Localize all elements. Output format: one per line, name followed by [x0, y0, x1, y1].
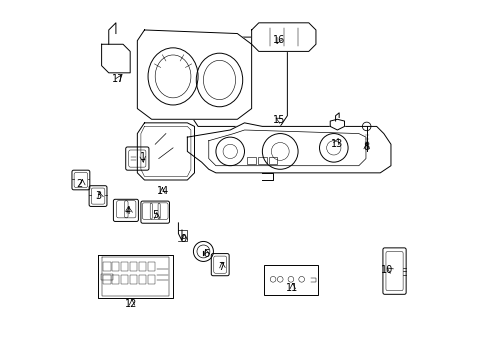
- Text: 17: 17: [112, 74, 124, 84]
- Text: 2: 2: [76, 179, 82, 189]
- Bar: [148, 262, 155, 271]
- Bar: [121, 275, 128, 284]
- Bar: [139, 275, 146, 284]
- Text: 7: 7: [218, 262, 224, 272]
- Polygon shape: [329, 119, 344, 130]
- Text: 4: 4: [124, 206, 130, 216]
- Text: 12: 12: [124, 299, 137, 309]
- Text: 10: 10: [380, 265, 392, 275]
- Polygon shape: [190, 37, 287, 126]
- Polygon shape: [98, 255, 173, 298]
- Text: 14: 14: [157, 186, 169, 197]
- Bar: [101, 274, 113, 280]
- Text: 13: 13: [330, 139, 342, 149]
- Bar: [247, 157, 255, 164]
- Bar: [112, 262, 119, 271]
- Bar: [112, 275, 119, 284]
- Polygon shape: [102, 44, 130, 73]
- Bar: [139, 262, 146, 271]
- Text: 9: 9: [181, 234, 186, 244]
- Text: 3: 3: [96, 191, 102, 201]
- Text: 15: 15: [272, 115, 285, 125]
- Text: 5: 5: [152, 210, 158, 220]
- Bar: [130, 262, 137, 271]
- Bar: [121, 262, 128, 271]
- Text: 16: 16: [272, 35, 285, 45]
- Polygon shape: [137, 30, 251, 119]
- Bar: [103, 275, 110, 284]
- Bar: [268, 157, 277, 164]
- Bar: [258, 157, 266, 164]
- Bar: [130, 275, 137, 284]
- Text: 8: 8: [362, 142, 368, 152]
- Bar: [103, 262, 110, 271]
- Text: 1: 1: [140, 152, 145, 162]
- Polygon shape: [251, 23, 315, 51]
- Text: 6: 6: [203, 249, 209, 259]
- Polygon shape: [187, 123, 390, 173]
- Bar: [148, 275, 155, 284]
- Polygon shape: [137, 123, 194, 180]
- Text: 11: 11: [285, 283, 297, 293]
- Bar: [264, 265, 317, 295]
